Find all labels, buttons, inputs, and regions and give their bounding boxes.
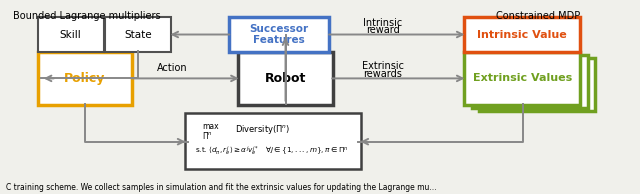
Text: State: State (124, 29, 152, 40)
FancyBboxPatch shape (472, 55, 588, 108)
FancyBboxPatch shape (239, 52, 333, 105)
FancyBboxPatch shape (479, 58, 595, 111)
Text: Skill: Skill (60, 29, 81, 40)
Text: C training scheme. We collect samples in simulation and fit the extrinsic values: C training scheme. We collect samples in… (6, 183, 437, 192)
Text: Intrinsic Value: Intrinsic Value (477, 29, 567, 40)
Text: Bounded Lagrange multipliers: Bounded Lagrange multipliers (13, 11, 160, 21)
FancyBboxPatch shape (464, 52, 580, 105)
Text: Extrinsic Values: Extrinsic Values (473, 73, 572, 83)
Text: $\Pi^n$: $\Pi^n$ (202, 130, 213, 141)
FancyBboxPatch shape (38, 17, 104, 52)
Text: Successor
Features: Successor Features (250, 24, 308, 45)
FancyBboxPatch shape (464, 17, 580, 52)
Text: Robot: Robot (265, 72, 306, 85)
Text: Diversity($\Pi^n$): Diversity($\Pi^n$) (236, 123, 291, 136)
FancyBboxPatch shape (185, 113, 361, 169)
FancyBboxPatch shape (38, 52, 132, 105)
FancyBboxPatch shape (105, 17, 171, 52)
Text: rewards: rewards (364, 69, 402, 79)
Text: Policy: Policy (64, 72, 106, 85)
Text: Action: Action (157, 63, 188, 73)
FancyBboxPatch shape (229, 17, 330, 52)
Text: Extrinsic: Extrinsic (362, 61, 404, 71)
Text: Intrinsic: Intrinsic (363, 18, 403, 28)
Text: s.t. $\langle d_\pi, r_e^j\rangle \geq \alpha^j v_e^{j*}$   $\forall j \in \{1,.: s.t. $\langle d_\pi, r_e^j\rangle \geq \… (195, 144, 348, 158)
Text: max: max (202, 122, 219, 131)
Text: Constrained MDP: Constrained MDP (495, 11, 580, 21)
Text: reward: reward (366, 25, 399, 35)
